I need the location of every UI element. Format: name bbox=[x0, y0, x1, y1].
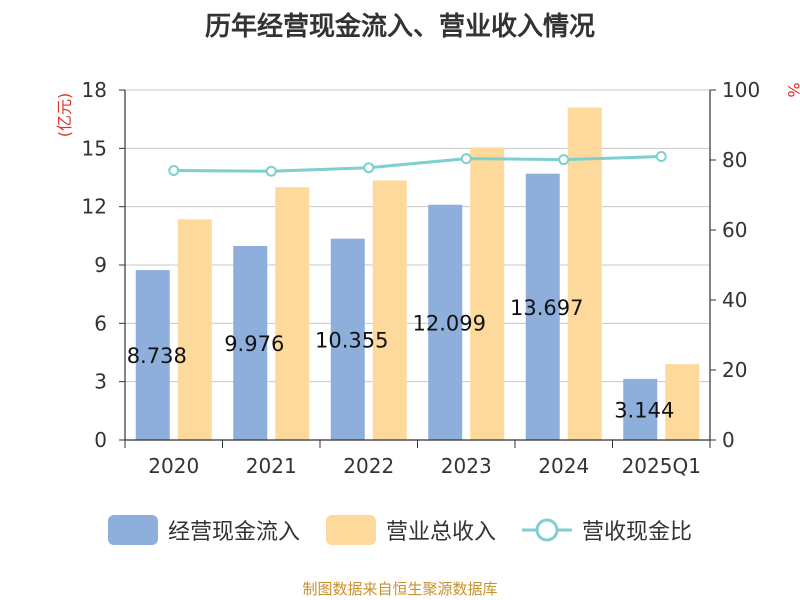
left-tick-label: 15 bbox=[82, 136, 107, 160]
bar-revenue bbox=[177, 219, 212, 440]
legend-item-revenue[interactable]: 营业总收入 bbox=[325, 514, 496, 546]
point-ratio bbox=[265, 165, 277, 177]
legend-item-cash-inflow[interactable]: 经营现金流入 bbox=[107, 514, 300, 546]
x-tick-label: 2022 bbox=[343, 454, 394, 478]
left-tick-label: 0 bbox=[94, 428, 107, 452]
right-tick-label: 100 bbox=[722, 78, 760, 102]
bar-cash-inflow bbox=[135, 270, 170, 440]
data-label-cash-inflow: 12.099 bbox=[413, 311, 486, 335]
right-axis-unit: % bbox=[784, 82, 800, 97]
data-label-cash-inflow: 8.738 bbox=[127, 344, 187, 368]
x-tick-label: 2025Q1 bbox=[622, 454, 701, 478]
bar-cash-inflow bbox=[428, 204, 463, 440]
right-tick-label: 80 bbox=[722, 148, 747, 172]
bar-revenue bbox=[665, 364, 700, 440]
point-ratio bbox=[558, 154, 570, 166]
right-tick-label: 20 bbox=[722, 358, 747, 382]
bar-cash-inflow bbox=[233, 246, 268, 440]
bar-revenue bbox=[372, 180, 407, 440]
left-tick-label: 18 bbox=[82, 78, 107, 102]
left-tick-label: 12 bbox=[82, 195, 107, 219]
bar-revenue bbox=[470, 147, 505, 440]
bar-revenue bbox=[275, 187, 310, 440]
x-tick-label: 2023 bbox=[441, 454, 492, 478]
legend-swatch-revenue bbox=[325, 515, 376, 545]
bar-cash-inflow bbox=[525, 173, 560, 441]
x-tick-label: 2021 bbox=[246, 454, 297, 478]
line-ratio bbox=[173, 155, 662, 173]
bar-cash-inflow bbox=[623, 378, 658, 440]
legend: 经营现金流入 营业总收入 营收现金比 bbox=[0, 514, 800, 546]
right-tick-label: 40 bbox=[722, 288, 747, 312]
right-tick-label: 60 bbox=[722, 218, 747, 242]
x-tick-label: 2020 bbox=[148, 454, 199, 478]
legend-line-marker-icon bbox=[522, 518, 572, 542]
left-tick-label: 6 bbox=[94, 311, 107, 335]
left-axis-unit: (亿元) bbox=[55, 93, 74, 138]
legend-label-cash-inflow: 经营现金流入 bbox=[167, 520, 300, 545]
left-tick-label: 9 bbox=[94, 253, 107, 277]
data-label-cash-inflow: 9.976 bbox=[224, 332, 284, 356]
data-label-cash-inflow: 10.355 bbox=[315, 328, 388, 352]
point-ratio bbox=[363, 162, 375, 174]
left-tick-label: 3 bbox=[94, 370, 107, 394]
data-label-cash-inflow: 13.697 bbox=[510, 296, 583, 320]
x-tick-label: 2024 bbox=[538, 454, 589, 478]
data-label-cash-inflow: 3.144 bbox=[614, 398, 674, 422]
legend-label-ratio: 营收现金比 bbox=[582, 520, 693, 545]
legend-item-ratio[interactable]: 营收现金比 bbox=[522, 514, 692, 546]
chart-title: 历年经营现金流入、营业收入情况 bbox=[204, 12, 595, 42]
point-ratio bbox=[655, 151, 667, 162]
legend-swatch-cash-inflow bbox=[107, 515, 158, 545]
point-ratio bbox=[460, 153, 472, 165]
bar-cash-inflow bbox=[330, 238, 365, 440]
point-ratio bbox=[168, 165, 180, 176]
legend-label-revenue: 营业总收入 bbox=[385, 520, 496, 545]
right-tick-label: 0 bbox=[722, 428, 735, 452]
source-note: 制图数据来自恒生聚源数据库 bbox=[302, 580, 498, 598]
bar-revenue bbox=[567, 107, 602, 440]
